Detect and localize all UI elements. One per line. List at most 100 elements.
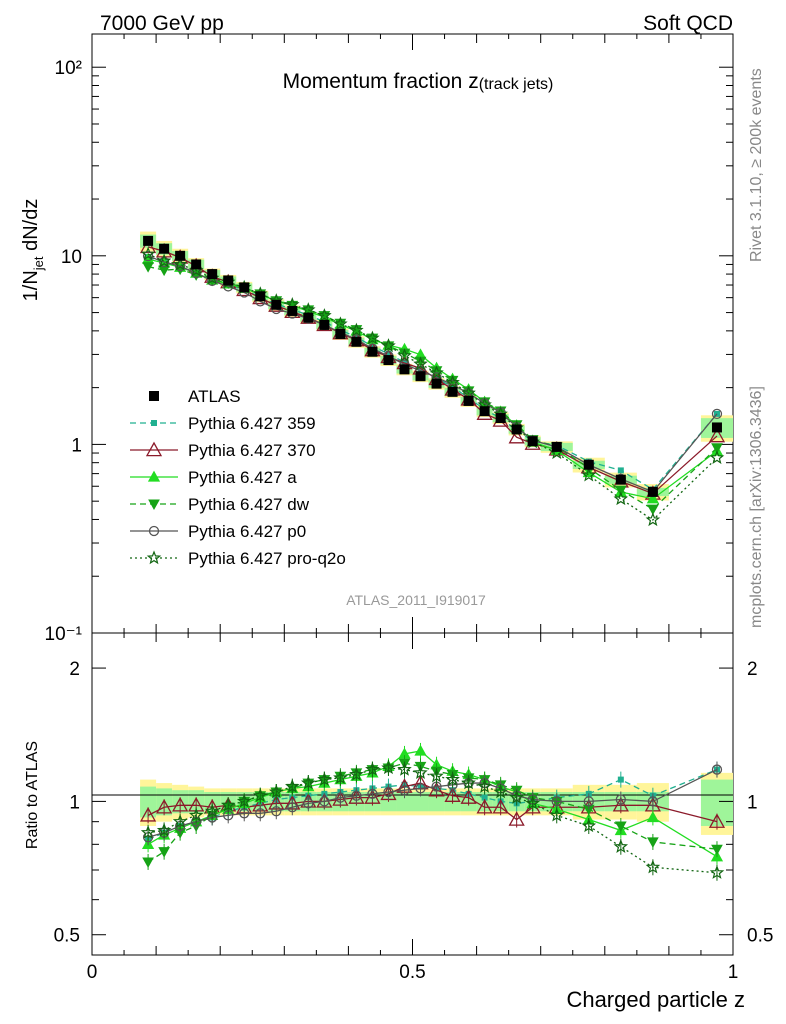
series-point-main [581, 467, 597, 482]
series-point-ratio [139, 807, 157, 822]
series-point-main [461, 385, 476, 400]
series-point-ratio [383, 786, 394, 798]
series-point-ratio [365, 761, 380, 776]
ratio-tick-label-right: 2 [747, 659, 758, 680]
series-point-ratio [172, 796, 189, 812]
series-point-ratio [461, 775, 476, 790]
chart-title: Momentum fraction z(track jets) [283, 70, 554, 93]
series-point-ratio [617, 776, 624, 783]
series-point-ratio [158, 847, 170, 858]
series-point-ratio [415, 783, 426, 794]
ratio-y-axis-label: Ratio to ATLAS [24, 741, 41, 849]
legend-marker [149, 391, 159, 401]
data-point [207, 269, 218, 280]
legend-label: Pythia 6.427 p0 [188, 522, 306, 541]
series-point-ratio [319, 796, 330, 807]
data-point [287, 305, 298, 316]
series-point-main [413, 356, 428, 371]
legend-marker [148, 525, 160, 537]
series-point-ratio [583, 796, 594, 807]
series-point-ratio [335, 792, 346, 803]
series-point-ratio [269, 784, 284, 799]
series-point-ratio [711, 764, 723, 775]
legend-label: Pythia 6.427 dw [188, 495, 310, 514]
series-point-main [349, 322, 364, 337]
series-point-ratio [188, 807, 204, 822]
series-point-ratio [255, 808, 266, 819]
series-point-ratio [613, 839, 629, 853]
series-point-ratio [381, 760, 396, 775]
ratio-panel: 0.5 0.5 1 1 2 2 [54, 632, 773, 956]
series-point-ratio [236, 793, 252, 808]
header-right: Soft QCD [643, 12, 733, 35]
series-point-ratio [429, 768, 444, 783]
legend-label: Pythia 6.427 370 [188, 441, 316, 460]
series-point-ratio [253, 788, 268, 802]
series-point-ratio [142, 857, 154, 868]
series-point-ratio [285, 778, 300, 793]
series-point-main [333, 316, 348, 331]
series-point-main [645, 512, 661, 527]
data-point [271, 299, 282, 310]
data-point [351, 336, 362, 347]
series-point-main [172, 256, 188, 271]
x-tick-label: 1 [728, 962, 739, 983]
ratio-band-inner [412, 792, 429, 812]
series-point-ratio [399, 785, 410, 796]
main-axis-ticks: 10⁻¹ 1 10 10² [45, 58, 733, 645]
series-point-ratio [301, 775, 316, 790]
data-point [319, 319, 330, 330]
series-point-ratio [509, 789, 524, 804]
rivet-label: Rivet 3.1.10, ≥ 200k events [748, 68, 765, 262]
y-tick-label: 10² [55, 58, 82, 79]
data-point [255, 291, 266, 302]
series-point-ratio [481, 794, 488, 801]
series-point-ratio [708, 813, 726, 828]
series-point-main [174, 261, 186, 272]
x-axis-label: Charged particle z [566, 987, 745, 1012]
series-point-main [508, 428, 525, 444]
main-panel: 10⁻¹ 1 10 10² Momentum fraction z(track jet… [45, 33, 734, 645]
series-point-main [711, 408, 723, 420]
x-tick-label: 0.5 [399, 962, 425, 983]
data-point [583, 459, 594, 470]
series-point-main [385, 350, 392, 357]
series-point-main [646, 492, 659, 504]
series-point-main [647, 504, 659, 516]
series-point-ratio [220, 797, 236, 812]
series-point-main [401, 359, 408, 366]
series-point-main [617, 467, 624, 474]
data-point [711, 422, 722, 433]
y-tick-label: 1 [71, 435, 82, 456]
y-tick-label: 10 [61, 247, 82, 268]
series-point-ratio [615, 794, 626, 805]
series-point-main [301, 302, 316, 317]
series-point-ratio [647, 796, 659, 807]
x-tick-label: 0 [87, 962, 98, 983]
series-point-ratio [271, 806, 282, 817]
data-point [175, 250, 186, 261]
legend: ATLAS Pythia 6.427 359 Pythia 6.427 370 Pyt… [130, 387, 346, 568]
series-point-ratio [349, 766, 364, 781]
series-point-ratio [367, 788, 378, 800]
main-series [139, 235, 726, 527]
data-point [143, 235, 154, 246]
series-point-ratio [204, 803, 220, 818]
series-point-ratio [612, 796, 629, 812]
series-point-ratio [551, 796, 562, 807]
header-left: 7000 GeV pp [100, 12, 224, 35]
ratio-tick-label-right: 1 [747, 792, 758, 813]
data-point [447, 386, 458, 397]
series-point-ratio [303, 798, 314, 809]
data-point [431, 378, 442, 389]
series-point-ratio [172, 814, 188, 828]
series-point-main [158, 256, 170, 268]
data-point [399, 364, 410, 375]
ratio-band-inner [428, 792, 445, 812]
ratio-tick-label: 2 [69, 659, 80, 680]
series-point-ratio [445, 771, 460, 786]
series-point-ratio [351, 790, 362, 801]
legend-marker [148, 499, 160, 511]
series-point-ratio [460, 789, 477, 804]
